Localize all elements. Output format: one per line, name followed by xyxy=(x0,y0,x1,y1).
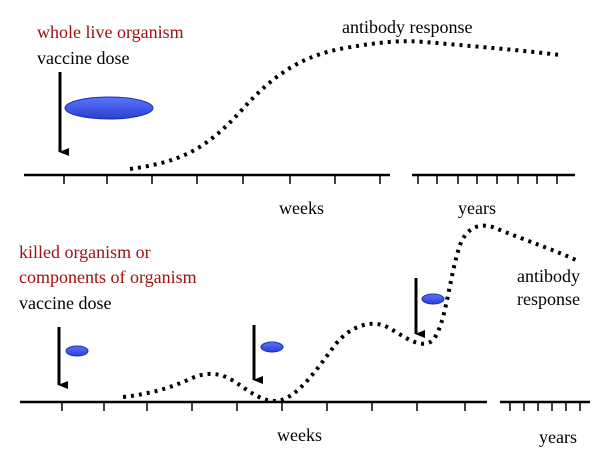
top-antibody-curve xyxy=(129,39,561,171)
top-years-ticks xyxy=(417,175,558,184)
bottom-weeks-ticks xyxy=(61,402,466,411)
bottom-vaccine-type-label-line1: killed organism or xyxy=(19,242,151,262)
bottom-antigen-blob-3 xyxy=(421,293,445,305)
bottom-dose-label: vaccine dose xyxy=(19,293,111,313)
bottom-antibody-curve xyxy=(122,223,581,404)
bottom-curve-label-line1: antibody xyxy=(517,266,580,286)
bottom-curve-label-line2: response xyxy=(517,289,580,309)
bottom-antigen-blob-2 xyxy=(260,341,284,353)
top-vaccine-type-label: whole live organism xyxy=(37,22,184,42)
bottom-years-ticks xyxy=(509,402,581,411)
bottom-weeks-label: weeks xyxy=(277,425,322,445)
top-weeks-ticks xyxy=(63,175,381,184)
top-years-label: years xyxy=(458,198,496,218)
bottom-years-label: years xyxy=(539,427,577,447)
bottom-vaccine-type-label-line2: components of organism xyxy=(19,267,197,287)
bottom-panel: killed organism or components of organis… xyxy=(19,223,590,447)
bottom-antigen-blob-1 xyxy=(65,345,89,357)
top-weeks-label: weeks xyxy=(279,198,324,218)
top-curve-label: antibody response xyxy=(342,17,472,37)
top-antigen-blob xyxy=(64,96,154,120)
top-panel: whole live organism vaccine dose wee xyxy=(24,17,575,218)
top-dose-label: vaccine dose xyxy=(37,48,129,68)
